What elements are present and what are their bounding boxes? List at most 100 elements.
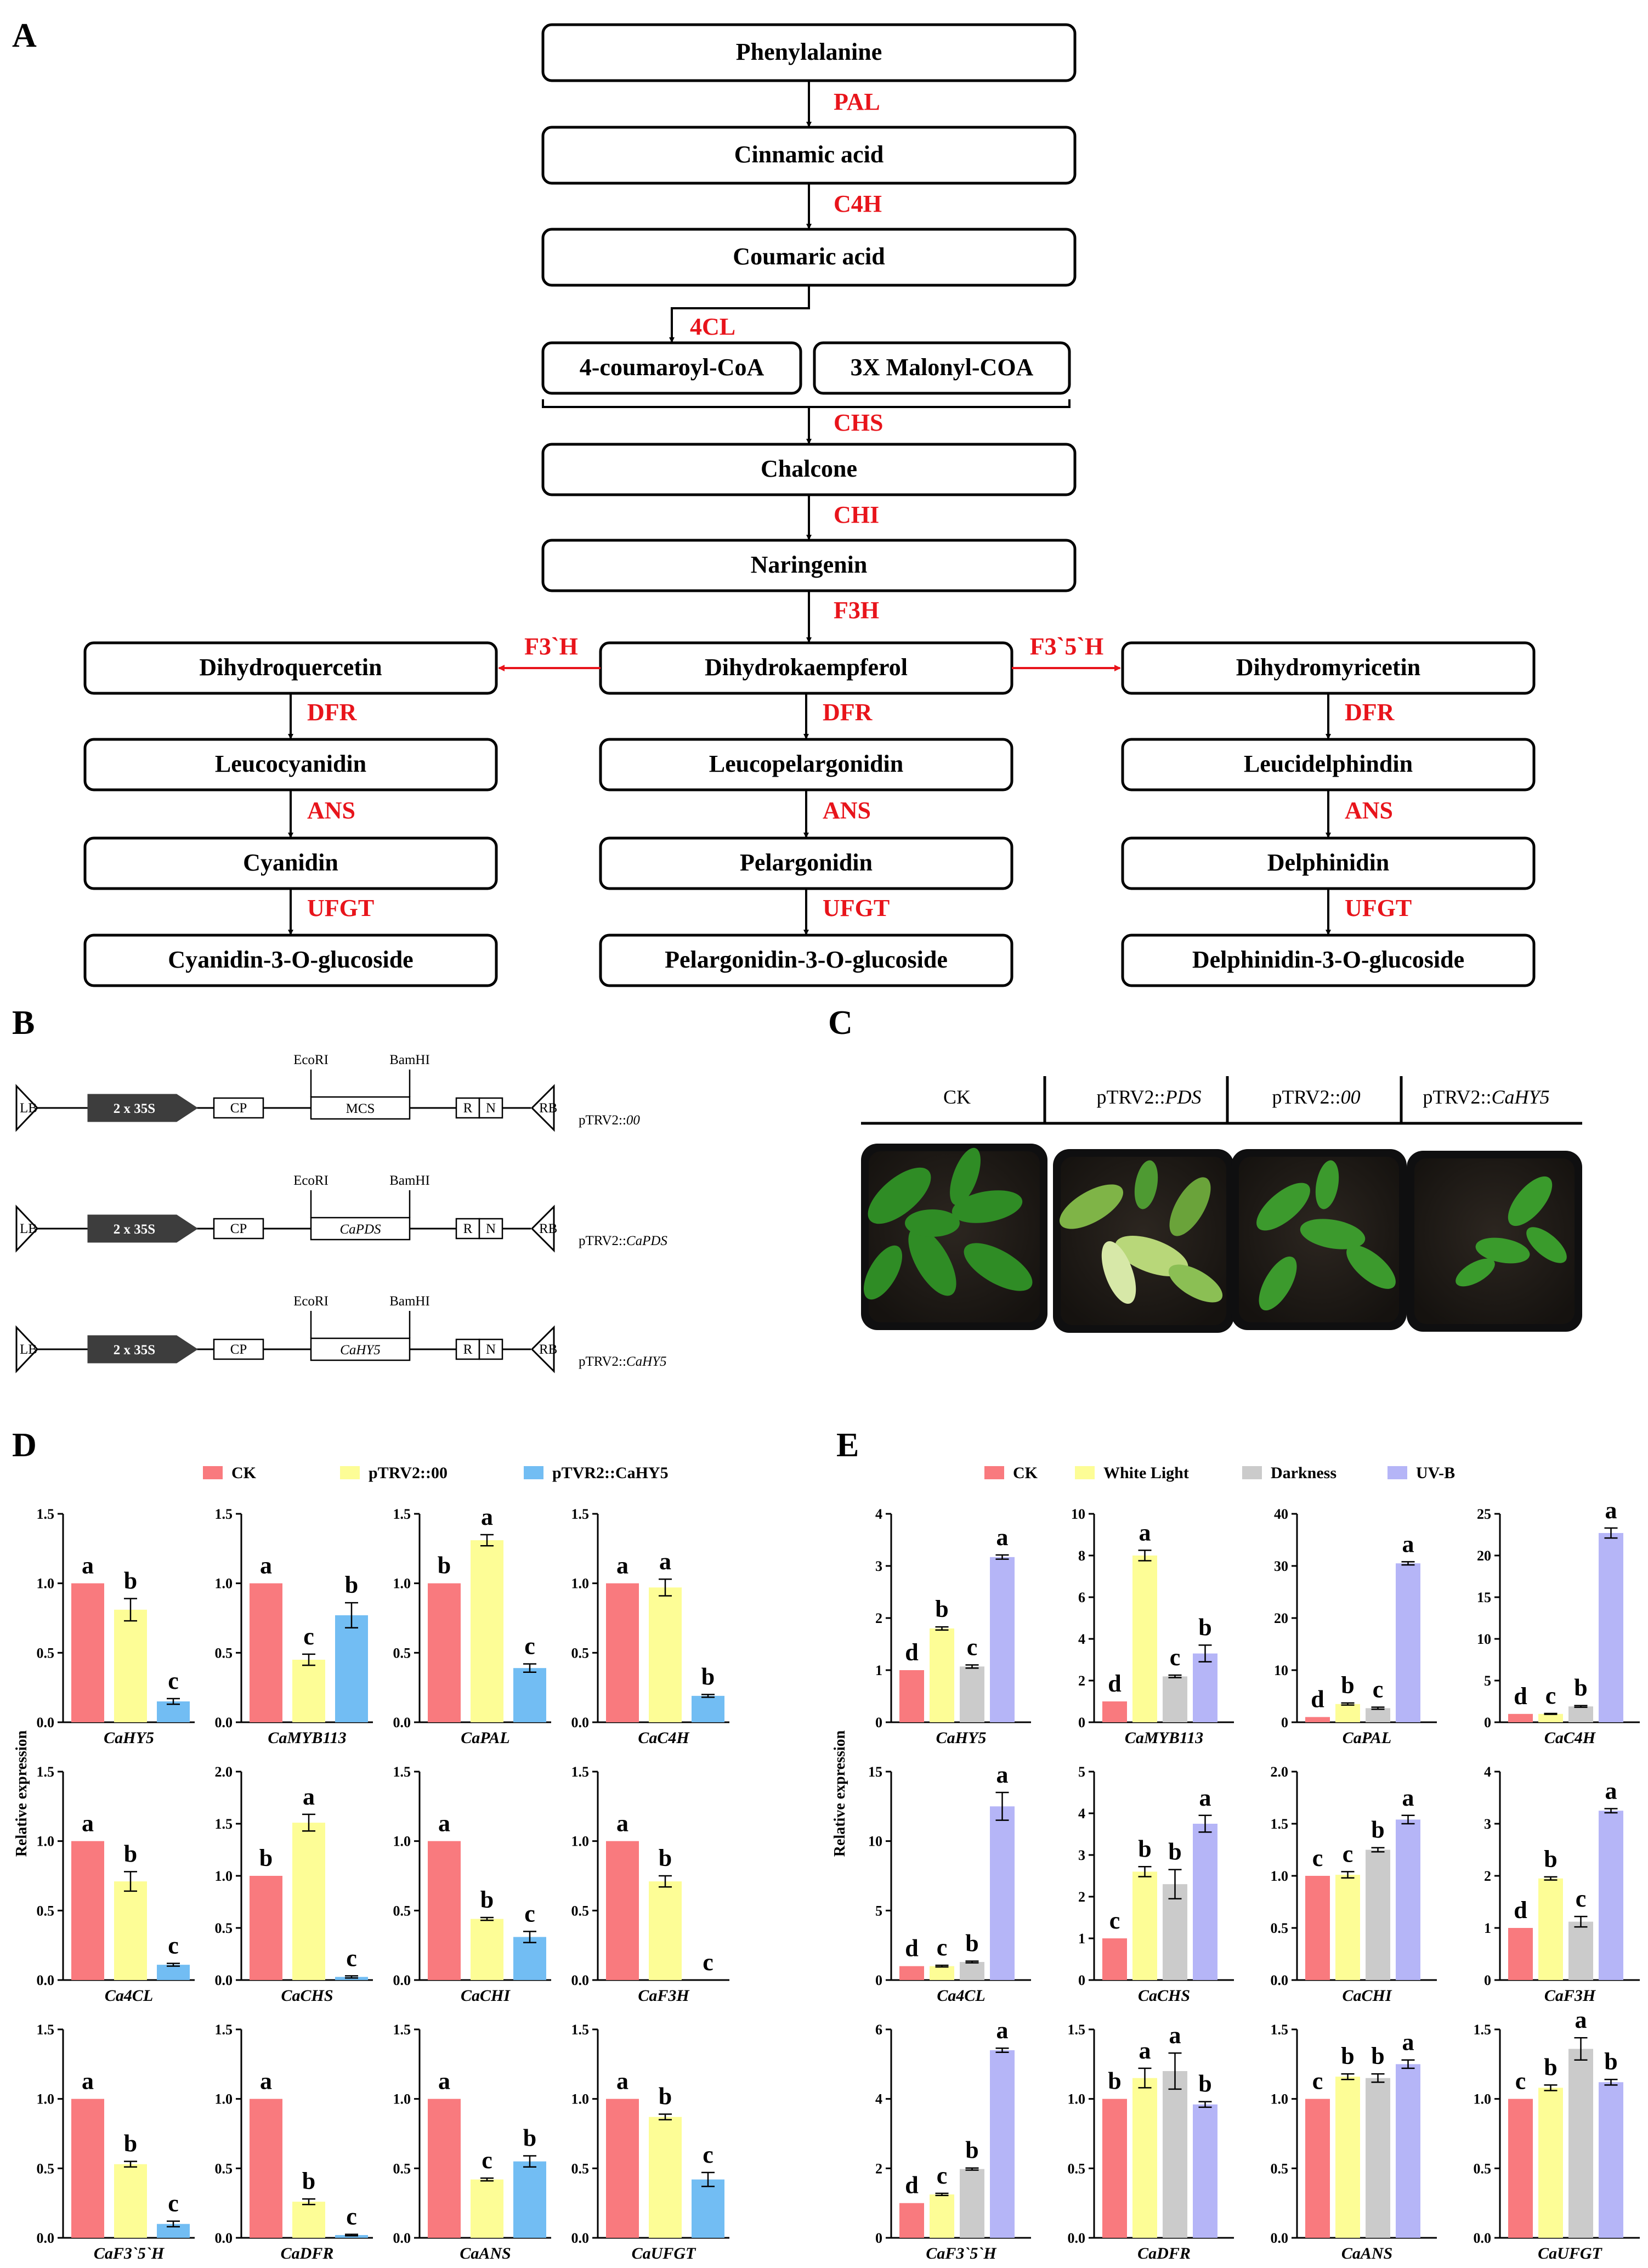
y-tick-label: 2 (1484, 1868, 1491, 1884)
significance-letter: b (1198, 2071, 1211, 2097)
node-label: Leucidelphindin (1244, 750, 1413, 777)
y-tick-label: 0 (1484, 1715, 1491, 1730)
significance-letter: c (482, 2147, 492, 2174)
bamhi-label: BamHI (389, 1053, 430, 1067)
bar (1568, 1921, 1593, 1980)
y-tick-label: 0.0 (393, 1715, 411, 1730)
node-label: Phenylalanine (736, 38, 882, 65)
insert-box (310, 1337, 411, 1361)
significance-letter: c (937, 1934, 948, 1961)
enzyme-label-dfr: DFR (1345, 699, 1395, 726)
node-label: Cinnamic acid (734, 141, 884, 168)
bar (513, 1668, 546, 1722)
pathway-arrows: PAL C4H 4CL CHS CHI F3H F3`H F3`5`H DFR ANS UFGT DF… (288, 81, 1412, 935)
pathway-nodes: Phenylalanine Cinnamic acid Coumaric acid 4… (83, 23, 1536, 987)
significance-letter: b (1371, 2043, 1384, 2069)
bar (428, 1583, 461, 1722)
node-box (541, 341, 802, 395)
bar (513, 2161, 546, 2238)
y-tick-label: 1.0 (571, 2091, 590, 2107)
enzyme-label-f3h: F3H (834, 597, 879, 624)
y-tick-label: 0.5 (571, 2160, 590, 2176)
bar (990, 2050, 1015, 2238)
bar (960, 1666, 984, 1722)
y-tick-label: 1.5 (215, 1506, 233, 1522)
insert-box (310, 1096, 411, 1120)
significance-letter: a (1575, 2006, 1587, 2033)
lb-border (15, 1204, 39, 1253)
gene-label: CaUFGT (632, 2244, 696, 2263)
n-label: N (486, 1342, 496, 1357)
enzyme-label-chs: CHS (834, 409, 883, 436)
pathway-diagram: Phenylalanine Cinnamic acid Coumaric acid 4… (83, 23, 1536, 987)
rb-label: RB (539, 1101, 557, 1116)
y-tick-label: 0 (875, 1972, 882, 1988)
y-tick-label: 2 (1078, 1889, 1085, 1905)
plant-leaf (1456, 1258, 1495, 1287)
n-label: N (486, 1221, 496, 1236)
gene-label: Ca4CL (937, 1987, 985, 2005)
significance-letter: b (659, 1845, 672, 1871)
treatment-label-prefix: pTRV2:: (1096, 1086, 1165, 1108)
construct-name: pTRV2::CaPDS (579, 1234, 667, 1248)
significance-letter: b (438, 1552, 451, 1579)
y-tick-label: 1.0 (215, 2091, 233, 2107)
legend-swatch (1242, 1466, 1262, 1479)
subplot-cachi: 0.0 0.5 1.0 1.5 a b c CaCHI (393, 1764, 551, 2005)
enzyme-label-ufgt: UFGT (307, 895, 374, 921)
treatment-label-prefix: CK (943, 1086, 971, 1108)
significance-letter: b (480, 1886, 494, 1913)
y-tick-label: 0.0 (37, 2230, 55, 2246)
gene-label: Ca4CL (105, 1987, 153, 2005)
cp-label: CP (230, 1101, 247, 1116)
significance-letter: c (1109, 1907, 1120, 1934)
gene-label: CaCHS (281, 1987, 333, 2005)
legend-swatch (984, 1466, 1004, 1479)
y-tick-label: 1.5 (37, 2022, 55, 2038)
insert-label: CaHY5 (340, 1343, 381, 1358)
y-tick-label: 0.0 (1271, 1972, 1289, 1988)
y-tick-label: 1.5 (393, 2022, 411, 2038)
significance-letter: d (1108, 1670, 1121, 1697)
y-tick-label: 0.0 (215, 1972, 233, 1988)
y-tick-label: 1.0 (215, 1576, 233, 1592)
subplot-cachs: 0.0 0.5 1.0 1.5 2.0 b a c CaCHS (215, 1764, 373, 2005)
subplot-caf35h: 0.0 0.5 1.0 1.5 a b c CaF3`5`H (37, 2022, 195, 2263)
treatment-label: pTRV2::CaHY5 (1423, 1086, 1549, 1108)
y-tick-label: 0.5 (215, 1645, 233, 1661)
plant-leaf (952, 1190, 1023, 1223)
y-tick-label: 4 (1484, 1764, 1491, 1780)
significance-letter: a (996, 2017, 1009, 2044)
significance-letter: b (1198, 1614, 1211, 1641)
y-tick-label: 1.0 (37, 2091, 55, 2107)
bar (1305, 1876, 1330, 1980)
y-tick-label: 0.5 (393, 1645, 411, 1661)
gene-label: CaUFGT (1538, 2244, 1602, 2263)
enzyme-label-pal: PAL (834, 88, 880, 115)
r-label: R (463, 1101, 473, 1116)
bar (250, 1583, 282, 1722)
chart-panel-e: CK White Light Darkness UV-B Relative expres… (831, 1464, 1640, 2263)
y-tick-label: 1.0 (37, 1576, 55, 1592)
bar (930, 1628, 954, 1722)
y-tick-label: 20 (1477, 1548, 1491, 1564)
significance-letter: a (616, 1552, 628, 1579)
bar (71, 1583, 104, 1722)
treatment-label-gene: PDS (1165, 1086, 1202, 1108)
significance-letter: b (1604, 2048, 1617, 2075)
y-tick-label: 0 (1078, 1972, 1085, 1988)
treatment-label: CK (943, 1086, 971, 1108)
significance-letter: c (1343, 1840, 1353, 1867)
y-tick-label: 0 (1484, 1972, 1491, 1988)
significance-letter: b (1341, 1672, 1354, 1699)
significance-letter: a (659, 1548, 671, 1575)
bar (292, 1823, 325, 1980)
bamhi-label: BamHI (389, 1173, 430, 1188)
bar (250, 1876, 282, 1980)
y-tick-label: 0.5 (37, 2160, 55, 2176)
